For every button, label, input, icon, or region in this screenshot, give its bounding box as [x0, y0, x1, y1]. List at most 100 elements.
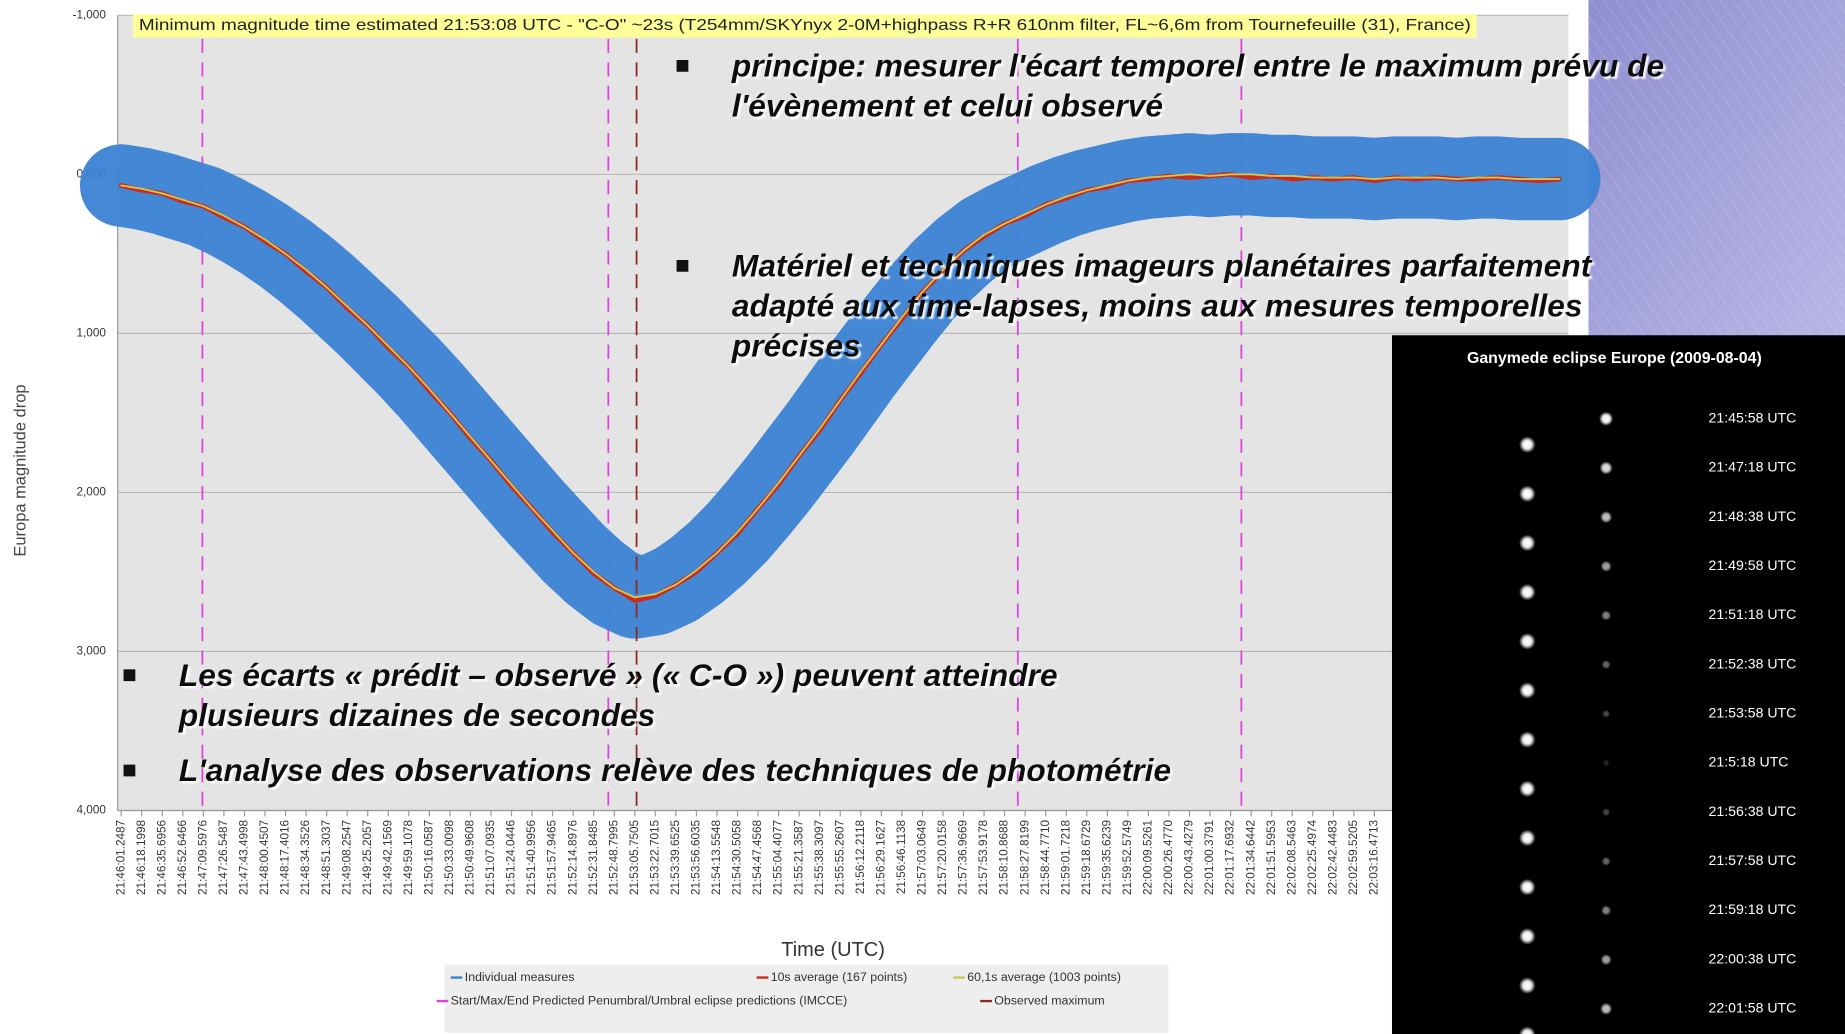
- star-dot: [1519, 584, 1535, 600]
- x-tick-label: 21:51:07.0935: [484, 819, 497, 895]
- x-tick-label: 22:03:16.4713: [1368, 819, 1381, 895]
- star-dot: [1601, 954, 1612, 965]
- x-tick-label: 22:01:17.6932: [1224, 820, 1237, 895]
- y-axis-title: Europa magnitude drop: [12, 384, 30, 556]
- x-tick-label: 21:57:20.0158: [936, 819, 949, 895]
- x-tick-label: 21:52:31.8485: [587, 819, 600, 895]
- star-dot: [1519, 977, 1535, 993]
- y-tick-label: 1,000: [76, 326, 106, 339]
- star-dot: [1602, 710, 1610, 718]
- x-tick-label: 21:48:34.3526: [299, 819, 312, 895]
- x-tick-label: 21:58:27.8199: [1018, 820, 1031, 895]
- star-dot: [1603, 759, 1610, 766]
- x-tick-label: 21:48:51.3037: [320, 820, 333, 895]
- bullet-text: L'analyse des observations relève des te…: [179, 752, 1171, 788]
- star-dot: [1519, 879, 1535, 895]
- legend-label: Start/Max/End Predicted Penumbral/Umbral…: [451, 993, 848, 1007]
- x-tick-label: 21:55:38.3097: [813, 820, 826, 895]
- x-tick-label: 21:49:59.1078: [402, 819, 415, 895]
- x-tick-label: 21:53:56.6035: [690, 819, 703, 895]
- x-tick-label: 21:54:47.4568: [751, 819, 764, 895]
- y-tick-label: 3,000: [76, 645, 106, 658]
- x-tick-label: 21:56:29.1627: [874, 820, 887, 895]
- bullet-text: plusieurs dizaines de secondes: [178, 697, 655, 733]
- bullet-marker: [677, 260, 689, 272]
- star-dot: [1600, 461, 1613, 474]
- frame-time: 21:48:38 UTC: [1709, 508, 1797, 524]
- image-panel: [1392, 335, 1845, 1034]
- star-dot: [1519, 436, 1535, 452]
- x-tick-label: 21:56:46.1138: [895, 819, 908, 894]
- x-tick-label: 21:53:05.7505: [628, 819, 641, 895]
- x-tick-label: 21:57:03.0649: [916, 820, 929, 895]
- bullet-text: Matériel et techniques imageurs planétai…: [732, 248, 1593, 284]
- x-tick-label: 21:49:42.1569: [381, 820, 394, 895]
- x-tick-label: 22:00:26.4770: [1162, 819, 1175, 895]
- x-tick-label: 22:02:59.5205: [1347, 819, 1360, 895]
- x-tick-label: 21:59:18.6729: [1080, 820, 1093, 895]
- bullet-text: l'évènement et celui observé: [732, 88, 1163, 124]
- star-dot: [1602, 808, 1610, 816]
- x-tick-label: 21:47:09.5976: [196, 819, 209, 895]
- y-tick-label: 2,000: [76, 486, 106, 499]
- bullet-text: précises: [731, 328, 861, 364]
- frame-time: 21:51:18 UTC: [1709, 606, 1797, 622]
- image-title: Ganymede eclipse Europe (2009-08-04): [1467, 350, 1762, 367]
- x-tick-label: 21:54:13.5548: [710, 819, 723, 895]
- bullet-text: Les écarts « prédit – observé » (« C-O »…: [179, 657, 1058, 693]
- star-dot: [1601, 561, 1612, 572]
- legend-label: Observed maximum: [994, 993, 1104, 1007]
- x-tick-label: 21:59:01.7218: [1059, 819, 1072, 895]
- x-tick-label: 21:58:10.8688: [998, 819, 1011, 895]
- frame-time: 21:45:58 UTC: [1709, 410, 1797, 426]
- x-tick-label: 21:58:44.7710: [1039, 819, 1052, 895]
- legend-label: 60,1s average (1003 points): [967, 970, 1121, 984]
- x-tick-label: 21:54:30.5058: [731, 819, 744, 895]
- frame-time: 21:53:58 UTC: [1709, 705, 1797, 721]
- x-tick-label: 21:47:43.4998: [238, 819, 251, 895]
- x-tick-label: 21:53:39.6525: [669, 819, 682, 895]
- x-tick-label: 21:46:52.6466: [176, 819, 189, 895]
- x-tick-label: 21:50:16.0587: [422, 820, 435, 895]
- frame-time: 21:47:18 UTC: [1709, 459, 1797, 475]
- frame-time: 21:59:18 UTC: [1709, 901, 1797, 917]
- legend-label: Individual measures: [465, 970, 575, 984]
- frame-time: 21:57:58 UTC: [1709, 852, 1797, 868]
- star-dot: [1519, 486, 1535, 502]
- frame-time: 21:56:38 UTC: [1709, 803, 1797, 819]
- x-tick-label: 22:01:51.5953: [1265, 819, 1278, 895]
- x-tick-label: 21:51:57.9465: [546, 819, 559, 895]
- frame-time: 21:5:18 UTC: [1709, 754, 1789, 770]
- x-tick-label: 21:55:21.3587: [792, 820, 805, 895]
- x-tick-label: 21:48:17.4016: [279, 819, 292, 895]
- annotation: Minimum magnitude time estimated 21:53:0…: [139, 17, 1471, 34]
- star-dot: [1602, 660, 1611, 669]
- frame-time: 22:00:38 UTC: [1709, 950, 1797, 966]
- x-tick-label: 21:53:22.7015: [648, 819, 661, 895]
- star-dot: [1519, 928, 1535, 944]
- x-tick-label: 21:52:48.7995: [607, 819, 620, 895]
- x-tick-label: 21:59:52.5749: [1121, 820, 1134, 895]
- x-tick-label: 22:00:43.4279: [1183, 820, 1196, 895]
- x-tick-label: 21:46:18.1998: [135, 819, 148, 895]
- x-tick-label: 22:02:42.4483: [1326, 819, 1339, 895]
- frame-time: 21:52:38 UTC: [1709, 655, 1797, 671]
- x-tick-label: 21:52:14.8976: [566, 819, 579, 895]
- bullet-text: adapté aux time-lapses, moins aux mesure…: [732, 288, 1583, 324]
- star-dot: [1519, 682, 1535, 698]
- legend-label: 10s average (167 points): [771, 970, 908, 984]
- star-dot: [1599, 412, 1613, 426]
- x-tick-label: 21:51:24.0446: [505, 819, 518, 895]
- x-tick-label: 21:59:35.6239: [1100, 820, 1113, 895]
- x-tick-label: 22:01:00.3791: [1203, 820, 1216, 895]
- frame-time: 22:01:58 UTC: [1709, 1000, 1797, 1016]
- x-tick-label: 21:55:04.4077: [772, 820, 785, 895]
- x-tick-label: 21:57:36.9669: [957, 820, 970, 895]
- star-dot: [1600, 1003, 1612, 1015]
- x-tick-label: 21:48:00.4507: [258, 820, 271, 895]
- x-tick-label: 22:00:09.5261: [1142, 820, 1155, 895]
- x-tick-label: 21:56:12.2118: [854, 819, 867, 894]
- x-tick-label: 21:47:26.5487: [217, 820, 230, 895]
- bullet-marker: [677, 60, 689, 72]
- star-dot: [1601, 905, 1611, 915]
